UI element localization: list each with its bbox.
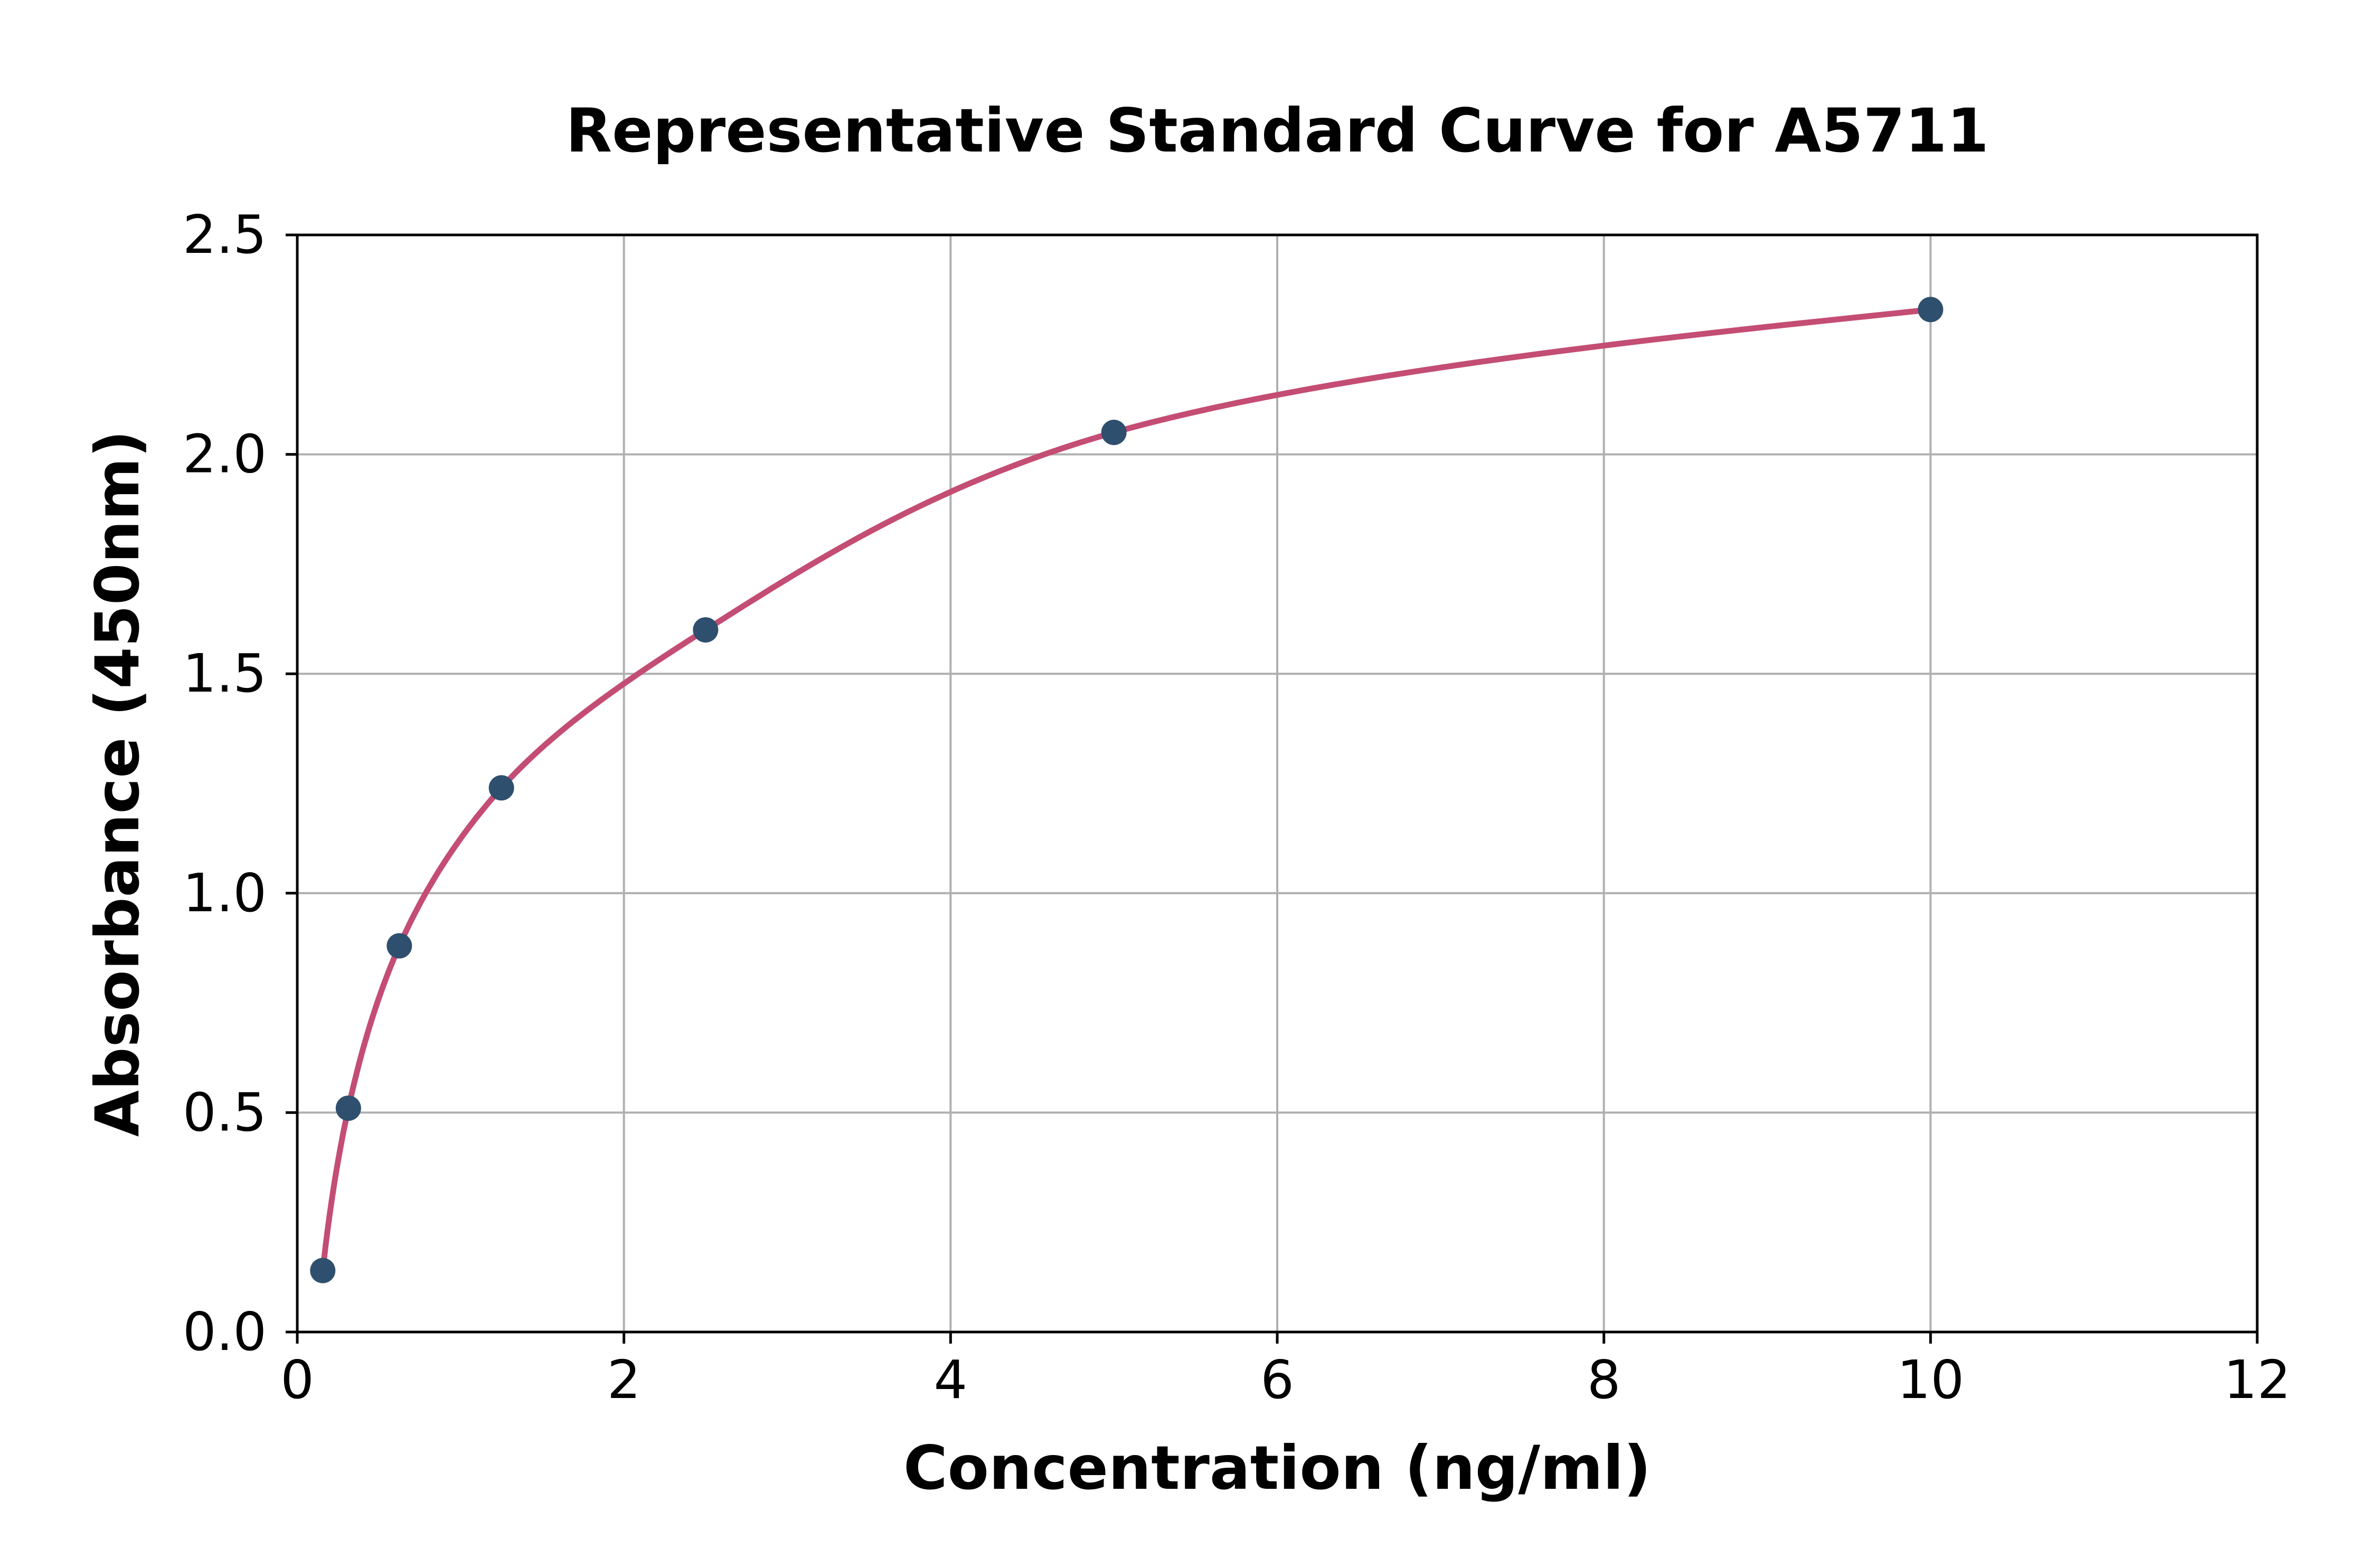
axes-layer: [286, 233, 2259, 1344]
y-tick-label: 2.5: [183, 204, 267, 266]
data-point: [1101, 420, 1127, 446]
grid-layer: [297, 235, 2257, 1332]
y-tick-label: 1.5: [183, 643, 267, 704]
data-point: [310, 1258, 336, 1283]
data-point: [1918, 297, 1944, 323]
x-tick-label: 6: [1260, 1349, 1294, 1411]
x-tick-label: 2: [607, 1349, 641, 1411]
data-point: [335, 1095, 361, 1121]
y-tick-label: 0.5: [183, 1081, 267, 1143]
y-axis-label: Absorbance (450nm): [82, 430, 153, 1137]
y-tick-label: 2.0: [183, 423, 267, 485]
x-tick-label: 8: [1587, 1349, 1621, 1411]
chart-title: Representative Standard Curve for A5711: [565, 96, 1988, 166]
x-tick-label: 12: [2223, 1349, 2290, 1411]
data-layer: [310, 297, 1944, 1283]
tick-label-layer: 0 2 4 6 8 10 12 0.0 0.5 1.0 1.5 2.0 2.5: [183, 204, 2291, 1411]
y-tick-label: 0.0: [183, 1301, 267, 1363]
x-tick-label: 0: [280, 1349, 314, 1411]
y-tick-label: 1.0: [183, 862, 267, 924]
x-axis-label: Concentration (ng/ml): [903, 1433, 1651, 1503]
data-point: [488, 775, 514, 801]
x-tick-label: 4: [934, 1349, 968, 1411]
data-point: [386, 933, 412, 959]
x-tick-label: 10: [1897, 1349, 1964, 1411]
data-point: [693, 617, 719, 643]
